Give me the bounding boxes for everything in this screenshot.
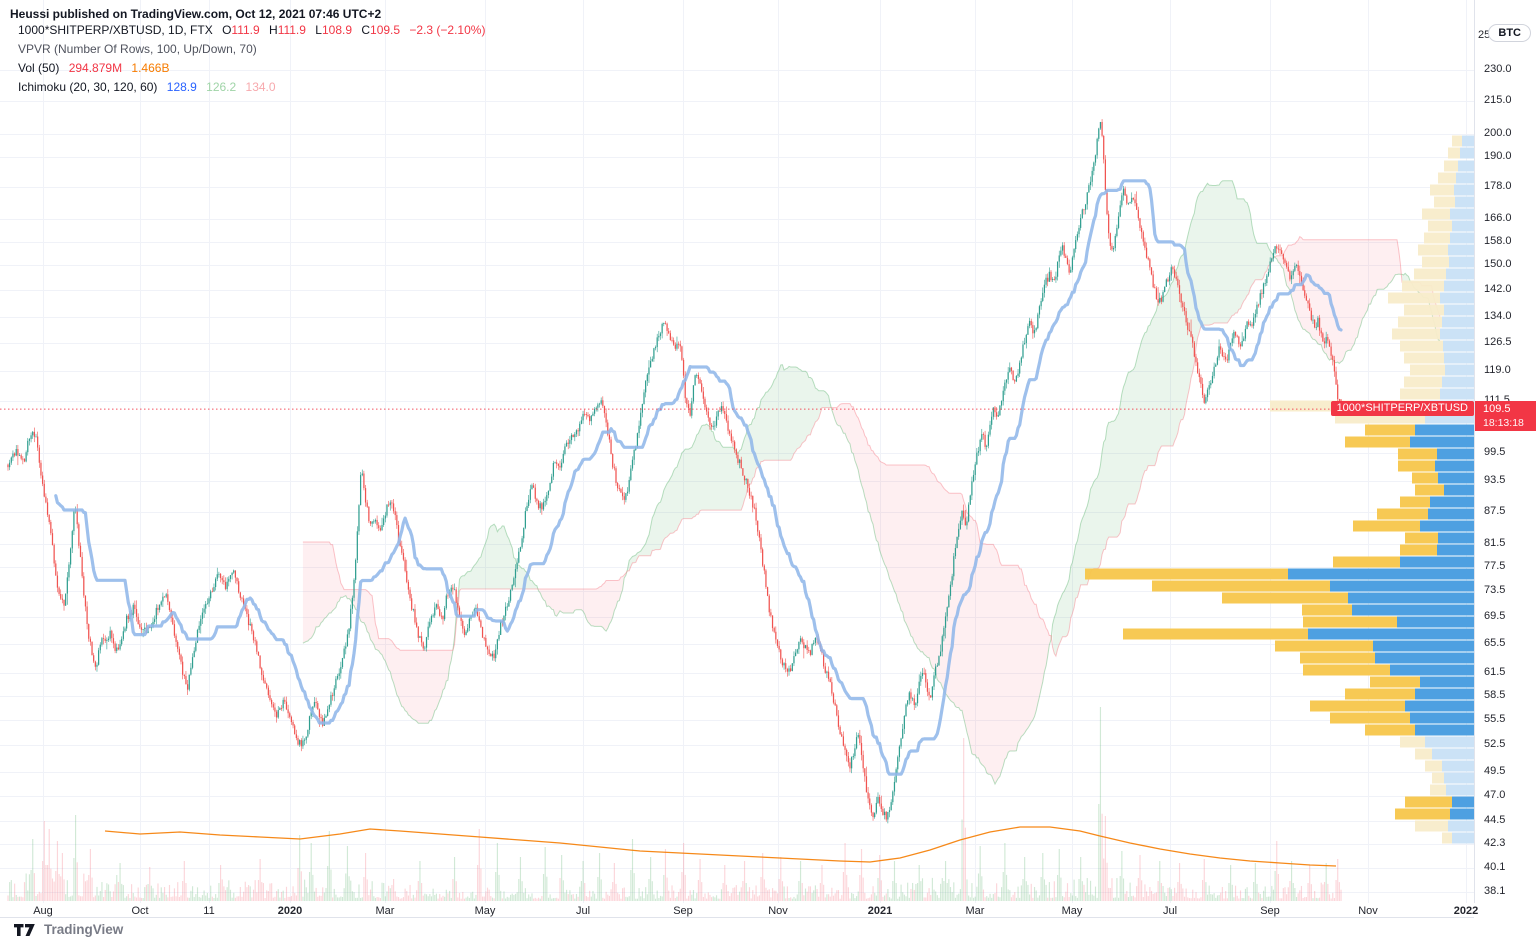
- tradingview-logo[interactable]: TradingView: [14, 922, 123, 937]
- price-axis-label: 77.5: [1484, 560, 1506, 573]
- price-axis-label: 119.0: [1484, 364, 1511, 377]
- price-line-symbol-label: 1000*SHITPERP/XBTUSD: [1330, 401, 1474, 417]
- price-axis-label: 126.5: [1484, 336, 1512, 349]
- time-axis-label: Mar: [965, 905, 985, 917]
- price-axis[interactable]: 230.0 215.0 200.0 190.0 178.0 166.0 158.0 150.0…: [1475, 0, 1536, 917]
- price-axis-label: 134.0: [1484, 309, 1512, 322]
- ichimoku-senkou-a-value: 126.2: [206, 80, 237, 94]
- time-axis-label: May: [474, 905, 496, 917]
- price-axis-label: 158.0: [1484, 234, 1512, 247]
- time-axis-label: Aug: [33, 905, 53, 917]
- volume-title: Vol (50): [18, 61, 60, 75]
- price-axis-label: 73.5: [1484, 584, 1506, 597]
- price-axis-label: 87.5: [1484, 504, 1506, 517]
- volume-value: 294.879M: [68, 61, 123, 75]
- price-axis-top-label: 25: [1478, 29, 1491, 41]
- time-axis-label: Jul: [575, 905, 591, 917]
- tradingview-logo-text: TradingView: [44, 922, 124, 937]
- last-price-axis-label: 109.5 18:13:18: [1475, 401, 1536, 432]
- time-axis-label: 11: [203, 905, 215, 917]
- price-axis-label: 42.3: [1484, 836, 1506, 849]
- ohlc-open-label: O: [222, 23, 232, 37]
- ohlc-high-label: H: [269, 23, 278, 37]
- vpvr-title: VPVR (Number Of Rows, 100, Up/Down, 70): [18, 42, 257, 56]
- ohlc-low-label: L: [315, 23, 322, 37]
- legend-vpvr-row[interactable]: VPVR (Number Of Rows, 100, Up/Down, 70): [18, 40, 485, 59]
- price-axis-label: 200.0: [1484, 126, 1512, 139]
- price-axis-label: 99.5: [1484, 445, 1506, 458]
- price-axis-label: 142.0: [1484, 283, 1512, 296]
- price-axis-label: 166.0: [1484, 212, 1512, 225]
- time-axis-label: Sep: [673, 905, 693, 917]
- time-axis-label: Jul: [1162, 905, 1178, 917]
- price-axis-label: 52.5: [1484, 738, 1506, 751]
- price-axis-label: 55.5: [1484, 712, 1506, 725]
- ohlc-low-value: 108.9: [321, 23, 352, 37]
- attribution-text: Heussi published on TradingView.com, Oct…: [10, 7, 382, 21]
- ohlc-close-label: C: [361, 23, 371, 37]
- price-axis-label: 215.0: [1484, 93, 1512, 106]
- time-axis-label: Mar: [375, 905, 395, 917]
- price-axis-label: 150.0: [1484, 258, 1512, 271]
- price-axis-label: 44.5: [1484, 813, 1506, 826]
- tradingview-logo-icon: [14, 923, 35, 936]
- time-axis-label: 2020: [277, 905, 303, 917]
- currency-toggle-button[interactable]: BTC: [1488, 24, 1531, 42]
- price-axis-label: 65.5: [1484, 637, 1506, 649]
- indicator-legend: 1000*SHITPERP/XBTUSD, 1D, FTX O111.9 H11…: [18, 21, 485, 97]
- ohlc-close-value: 109.5: [370, 23, 401, 37]
- time-axis-label: Sep: [1260, 905, 1280, 917]
- ohlc-high-value: 111.9: [277, 23, 306, 37]
- price-axis-label: 69.5: [1484, 609, 1506, 622]
- price-axis-label: 178.0: [1484, 180, 1512, 193]
- ohlc-open-value: 111.9: [231, 23, 260, 37]
- ichimoku-title: Ichimoku (20, 30, 120, 60): [18, 80, 158, 94]
- price-axis-label: 40.1: [1484, 861, 1506, 874]
- last-price-value: 109.5: [1483, 403, 1511, 416]
- time-axis-label: Nov: [1358, 905, 1378, 917]
- price-axis-label: 47.0: [1484, 788, 1506, 801]
- time-axis-label: May: [1061, 905, 1083, 917]
- volume-ma-value: 1.466B: [131, 61, 170, 75]
- price-axis-label: 49.5: [1484, 765, 1506, 777]
- time-axis-label: 2022: [1453, 905, 1479, 917]
- ichimoku-senkou-b-value: 134.0: [245, 80, 276, 94]
- price-axis-label: 190.0: [1484, 150, 1512, 163]
- price-axis-label: 61.5: [1484, 665, 1506, 678]
- time-axis-label: Nov: [768, 905, 788, 917]
- symbol-title: 1000*SHITPERP/XBTUSD, 1D, FTX: [18, 23, 213, 37]
- legend-volume-row[interactable]: Vol (50) 294.879M 1.466B: [18, 59, 485, 78]
- price-axis-label: 93.5: [1484, 474, 1506, 487]
- price-axis-label: 38.1: [1484, 884, 1506, 897]
- price-axis-label: 81.5: [1484, 537, 1506, 550]
- price-axis-label: 230.0: [1484, 63, 1512, 75]
- time-axis-label: Oct: [131, 905, 149, 917]
- legend-symbol-row[interactable]: 1000*SHITPERP/XBTUSD, 1D, FTX O111.9 H11…: [18, 21, 485, 40]
- ohlc-change-value: −2.3 (−2.10%): [409, 23, 486, 37]
- ichimoku-conversion-value: 128.9: [166, 80, 197, 94]
- time-axis-label: 2021: [867, 905, 893, 917]
- legend-ichimoku-row[interactable]: Ichimoku (20, 30, 120, 60) 128.9 126.2 1…: [18, 78, 485, 97]
- bar-countdown: 18:13:18: [1483, 417, 1524, 430]
- time-axis[interactable]: Aug Oct 11 2020 Mar May Jul Sep Nov 2021 Mar May Jul…: [0, 903, 1479, 917]
- price-axis-label: 58.5: [1484, 688, 1506, 701]
